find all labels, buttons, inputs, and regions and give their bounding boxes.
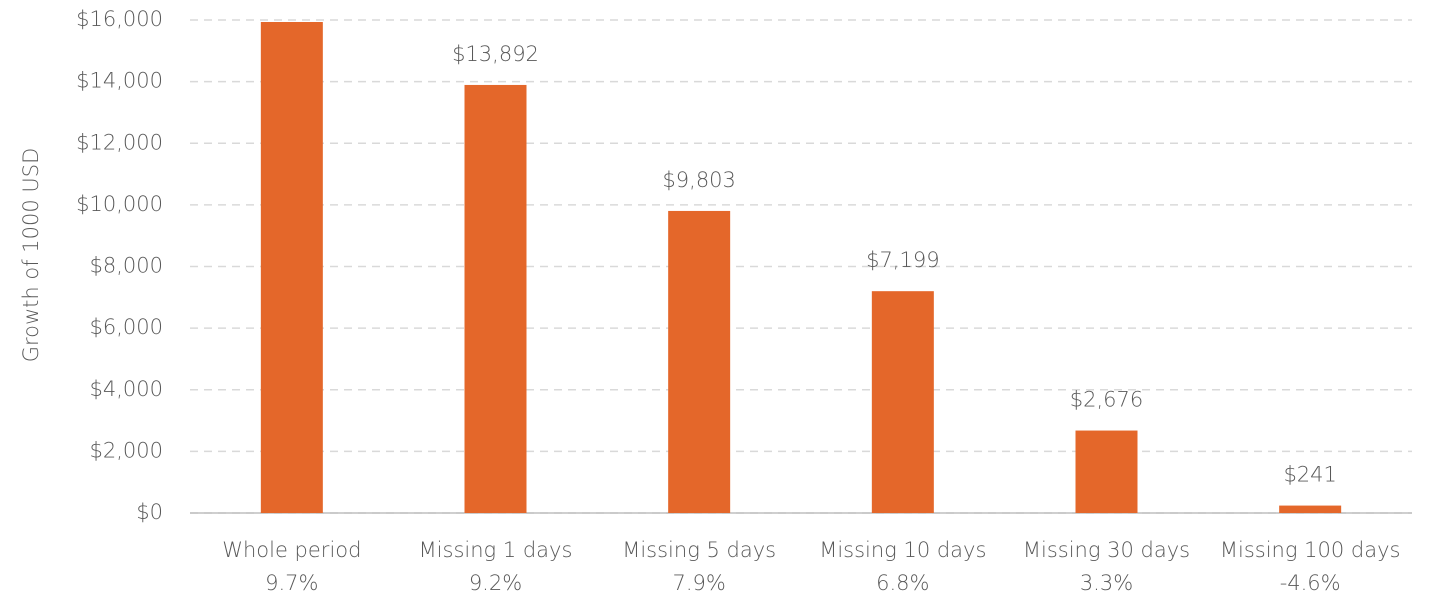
bar [1279,505,1342,513]
bar [871,291,934,513]
y-axis-label: Growth of 1000 USD [19,148,43,363]
x-tick-label: Missing 30 days [1023,538,1190,562]
y-tick-label: $8,000 [90,254,163,278]
value-label: $2,676 [1070,388,1143,412]
x-tick-label: Missing 100 days [1220,538,1401,562]
y-tick-label: $14,000 [76,69,163,93]
x-tick-sublabel: 7.9% [672,571,725,595]
value-label: $7,199 [866,248,939,272]
x-tick-sublabel: 6.8% [876,571,929,595]
bar [260,22,323,514]
x-tick-label: Missing 5 days [622,538,776,562]
bar [464,84,527,513]
y-tick-label: $10,000 [76,192,163,216]
y-tick-label: $12,000 [76,130,163,154]
x-tick-label: Whole period [222,538,361,562]
value-label: $9,803 [662,168,735,192]
y-tick-label: $0 [136,500,163,524]
y-tick-label: $6,000 [90,315,163,339]
x-tick-label: Missing 1 days [419,538,573,562]
x-tick-sublabel: 9.2% [469,571,522,595]
value-label: $241 [1283,463,1336,487]
x-tick-sublabel: -4.6% [1280,571,1341,595]
bar [1075,430,1138,513]
x-tick-sublabel: 9.7% [265,571,318,595]
y-tick-label: $16,000 [76,7,163,31]
value-label: $13,892 [452,42,539,66]
x-tick-label: Missing 10 days [819,538,986,562]
x-tick-sublabel: 3.3% [1080,571,1133,595]
y-tick-label: $4,000 [90,377,163,401]
y-tick-label: $2,000 [90,438,163,462]
bar [668,210,731,513]
